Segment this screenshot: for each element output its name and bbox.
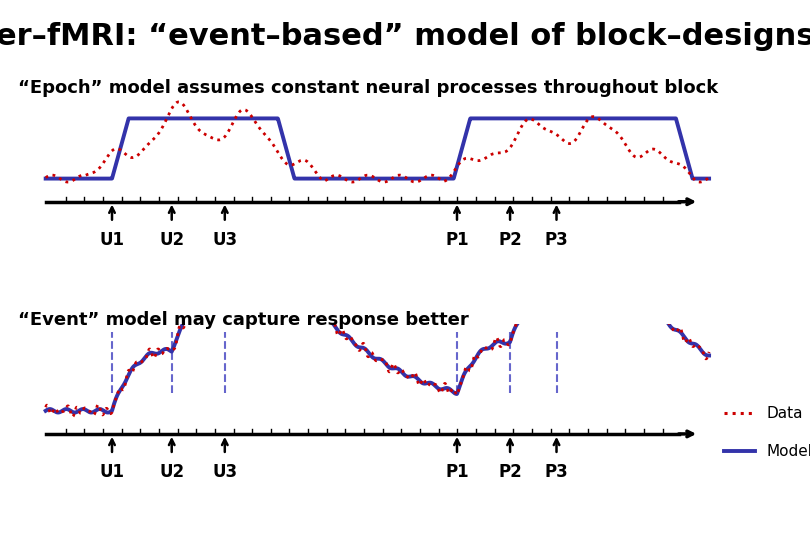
Text: P3: P3 — [544, 463, 569, 481]
Text: P3: P3 — [544, 231, 569, 248]
Text: U3: U3 — [212, 463, 237, 481]
Text: er–fMRI: “event–based” model of block–designs: er–fMRI: “event–based” model of block–de… — [0, 22, 810, 51]
Text: U3: U3 — [212, 231, 237, 248]
Text: U1: U1 — [100, 231, 125, 248]
Legend: Data, Model: Data, Model — [718, 400, 810, 465]
Text: P1: P1 — [446, 231, 469, 248]
Text: P2: P2 — [498, 463, 522, 481]
Text: P1: P1 — [446, 463, 469, 481]
Text: P2: P2 — [498, 231, 522, 248]
Text: U2: U2 — [159, 463, 185, 481]
Text: U2: U2 — [159, 231, 185, 248]
Text: “Event” model may capture response better: “Event” model may capture response bette… — [19, 311, 469, 329]
Text: “Epoch” model assumes constant neural processes throughout block: “Epoch” model assumes constant neural pr… — [19, 79, 718, 97]
Text: U1: U1 — [100, 463, 125, 481]
